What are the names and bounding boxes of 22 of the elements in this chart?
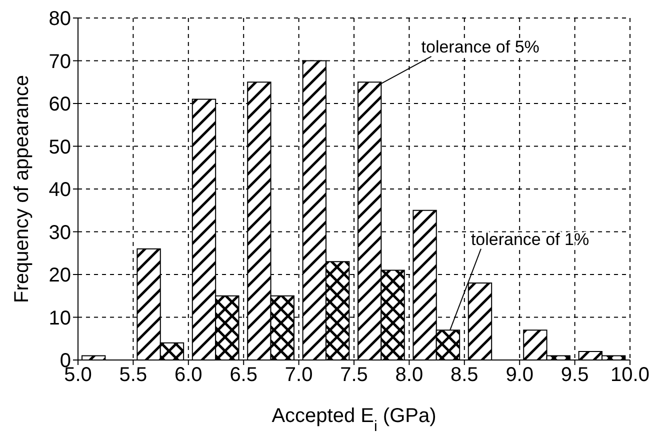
annotation: tolerance of 5%	[421, 37, 540, 56]
x-tick-label: 9.5	[560, 364, 589, 386]
y-tick-label: 10	[48, 307, 71, 330]
y-axis-title: Frequency of appearance	[11, 75, 34, 303]
annotation: tolerance of 1%	[470, 230, 590, 249]
x-tick-label: 10.0	[610, 364, 650, 386]
y-tick-label: 60	[48, 94, 71, 116]
x-tick-label: 5.5	[119, 364, 148, 386]
x-tick-label: 7.5	[340, 364, 368, 386]
x-tick-label: 9.0	[506, 364, 534, 386]
y-tick-label: 30	[48, 222, 71, 244]
x-axis-title: Accepted E$_{i}$ (GPa)	[272, 405, 436, 434]
y-tick-label: 40	[48, 179, 71, 202]
y-tick-label: 70	[48, 50, 71, 73]
y-tick-label: 20	[48, 264, 71, 287]
x-tick-label: 6.0	[174, 364, 202, 386]
y-tick-label: 80	[48, 8, 71, 30]
x-tick-label: 8.5	[450, 364, 478, 386]
x-tick-label: 8.0	[395, 364, 424, 386]
x-tick-label: 7.0	[284, 364, 313, 386]
x-tick-label: 6.5	[230, 364, 258, 386]
y-tick-label: 50	[48, 136, 71, 158]
